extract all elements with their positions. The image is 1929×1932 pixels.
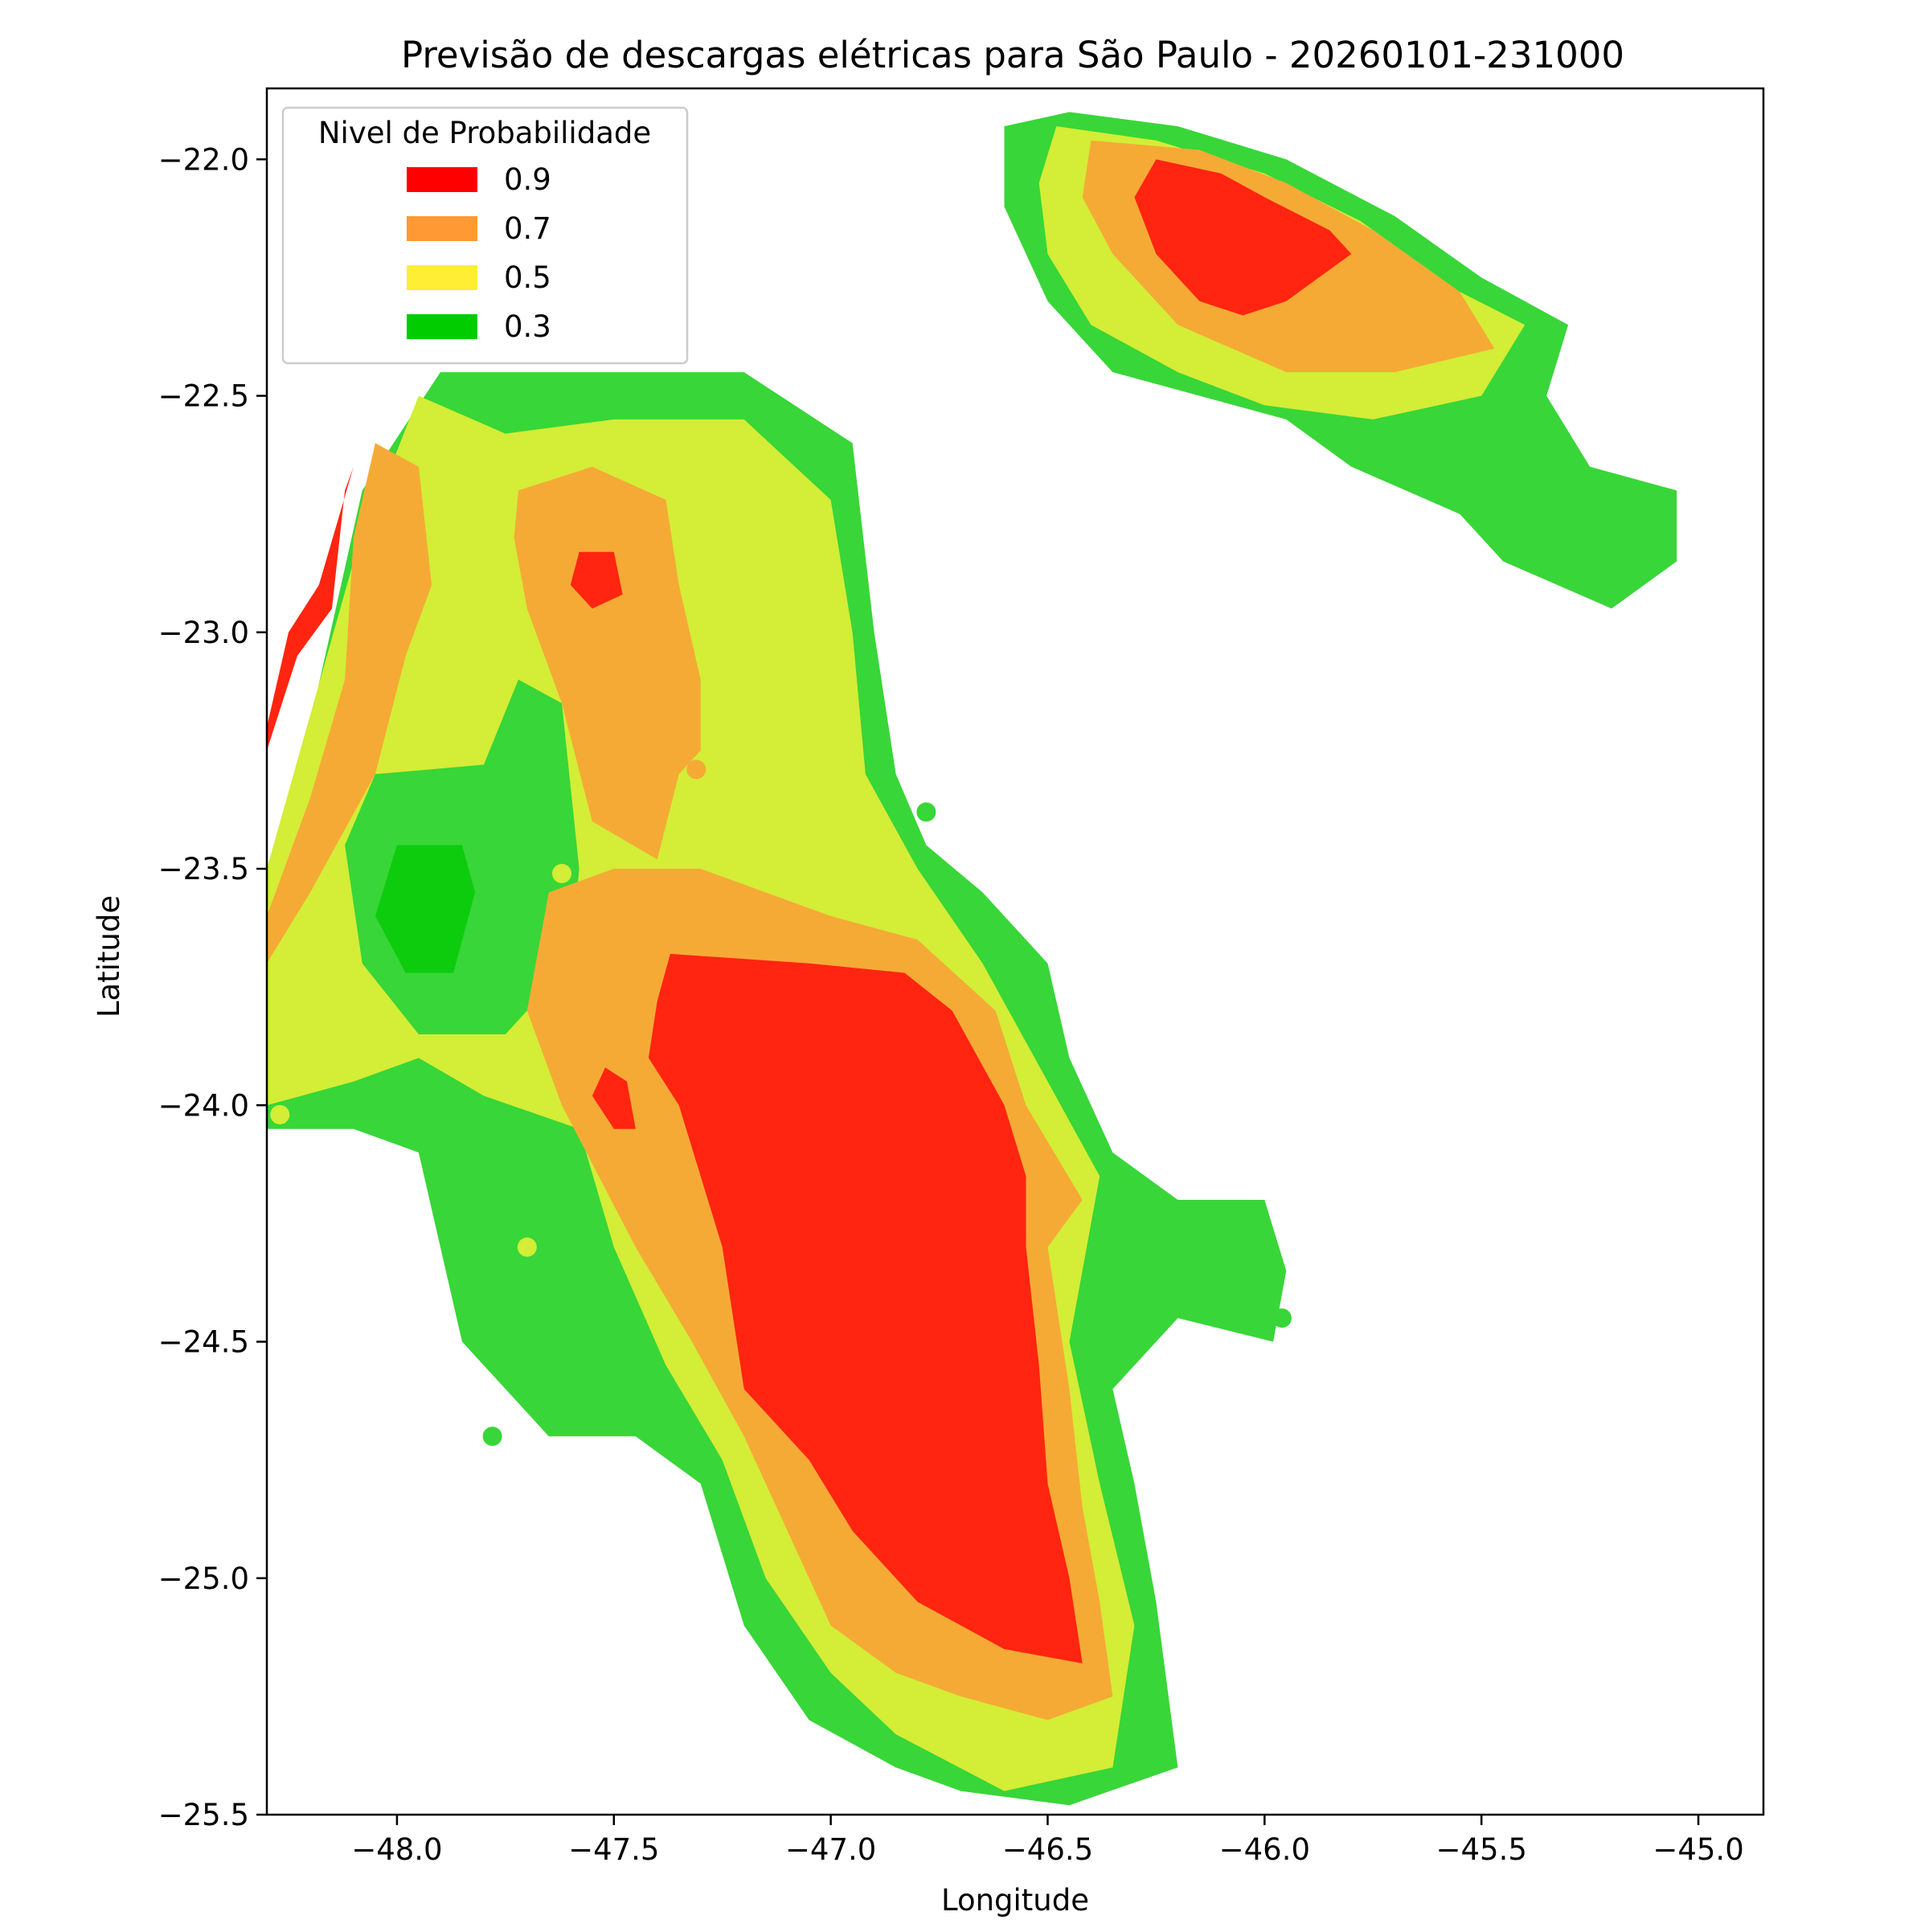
x-tick-label: −46.5 xyxy=(1002,1832,1093,1867)
probability-regions xyxy=(267,112,1677,1806)
legend-swatch xyxy=(407,265,477,290)
y-tick-label: −23.0 xyxy=(158,616,249,650)
legend-swatch xyxy=(407,167,477,192)
legend-entries: 0.9 0.7 0.5 0.3 xyxy=(407,162,551,344)
probability-dot-3 xyxy=(326,1034,346,1054)
x-tick-label: −48.0 xyxy=(351,1832,442,1867)
legend-label: 0.9 xyxy=(504,162,551,197)
y-axis-label: Latitude xyxy=(92,895,126,1017)
probability-dot-4 xyxy=(270,1105,290,1124)
probability-dot-6 xyxy=(482,1426,502,1447)
region-west-red xyxy=(267,466,354,751)
probability-dot-8 xyxy=(686,759,706,780)
probability-dot-7 xyxy=(1272,1308,1292,1328)
chart-title: Previsão de descargas elétricas para São… xyxy=(401,34,1624,76)
legend-swatch xyxy=(407,314,477,339)
x-axis-label: Longitude xyxy=(941,1883,1089,1918)
x-tick-label: −47.5 xyxy=(568,1832,659,1867)
x-tick-label: −45.5 xyxy=(1435,1832,1526,1867)
y-tick-label: −22.0 xyxy=(158,142,249,177)
region-center-north-red xyxy=(570,551,623,609)
region-main-red-small xyxy=(592,1067,636,1129)
plot-frame xyxy=(265,87,1765,1816)
region-north-red xyxy=(1134,159,1352,316)
probability-dot-5 xyxy=(517,1237,537,1257)
y-tick-label: −24.5 xyxy=(158,1325,249,1360)
legend-label: 0.7 xyxy=(504,211,551,246)
region-west-dark-green xyxy=(375,845,476,973)
y-tick-label: −25.5 xyxy=(158,1798,249,1832)
y-tick-label: −23.5 xyxy=(158,852,249,886)
legend-label: 0.3 xyxy=(504,309,551,344)
x-tick-label: −47.0 xyxy=(785,1832,876,1867)
legend-box xyxy=(281,106,689,365)
y-tick-label: −24.0 xyxy=(158,1088,249,1123)
x-axis-ticks: −48.0 −47.5 −47.0 −46.5 −46.0 −45.5 −45.0 xyxy=(351,1815,1744,1867)
region-center-north-orange xyxy=(514,466,701,860)
probability-dot-1 xyxy=(916,802,936,822)
y-tick-label: −25.0 xyxy=(158,1562,249,1596)
probability-dots xyxy=(270,759,1292,1447)
x-tick-label: −45.0 xyxy=(1653,1832,1743,1867)
region-west-orange xyxy=(267,443,432,964)
legend-title: Nivel de Probabilidade xyxy=(318,116,651,150)
region-main-red xyxy=(648,953,1083,1664)
y-tick-label: −22.5 xyxy=(158,379,249,414)
legend: Nivel de Probabilidade 0.9 0.7 0.5 0.3 xyxy=(281,106,689,365)
y-axis-ticks: −22.0 −22.5 −23.0 −23.5 −24.0 −24.5 −25.0 −25.5 xyxy=(158,142,267,1832)
probability-dot-2 xyxy=(552,863,571,883)
legend-label: 0.5 xyxy=(504,260,551,295)
legend-swatch xyxy=(407,216,477,241)
x-tick-label: −46.0 xyxy=(1219,1832,1310,1867)
